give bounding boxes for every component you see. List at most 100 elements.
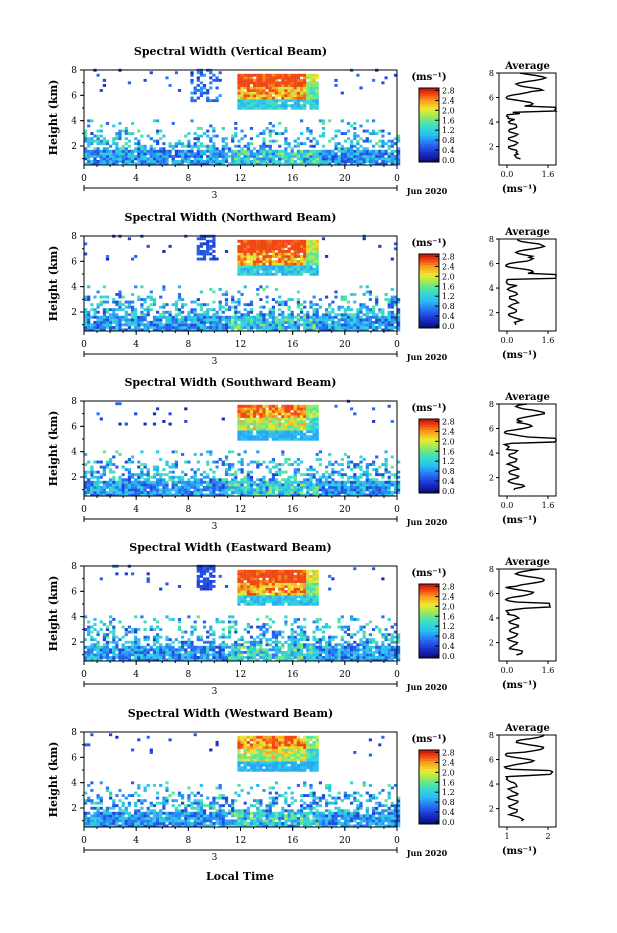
heatmap-cell bbox=[216, 147, 219, 150]
heatmap-cell bbox=[313, 491, 316, 494]
heatmap-cell bbox=[237, 483, 240, 486]
heatmap-cell bbox=[309, 242, 312, 245]
heatmap-cell bbox=[147, 580, 150, 583]
heatmap-cell bbox=[125, 653, 128, 656]
heatmap-cell bbox=[181, 323, 184, 326]
heatmap-cell bbox=[206, 99, 209, 102]
heatmap-cell bbox=[100, 150, 103, 153]
heatmap-cell bbox=[353, 321, 356, 324]
heatmap-cell bbox=[131, 653, 134, 656]
heatmap-cell bbox=[259, 285, 262, 288]
heatmap-cell bbox=[144, 486, 147, 489]
heatmap-cell bbox=[219, 155, 222, 158]
heatmap-cell bbox=[87, 626, 90, 629]
heatmap-cell bbox=[197, 468, 200, 471]
heatmap-cell bbox=[341, 318, 344, 321]
heatmap-cell bbox=[250, 488, 253, 491]
heatmap-cell bbox=[244, 135, 247, 138]
heatmap-cell bbox=[140, 653, 143, 656]
heatmap-cell bbox=[381, 157, 384, 160]
heatmap-cell bbox=[115, 145, 118, 148]
heatmap-cell bbox=[137, 145, 140, 148]
heatmap-cell bbox=[391, 142, 394, 145]
heatmap-cell bbox=[203, 580, 206, 583]
heatmap-cell bbox=[194, 476, 197, 479]
heatmap-cell bbox=[206, 567, 209, 570]
heatmap-cell bbox=[194, 87, 197, 90]
heatmap-cell bbox=[306, 87, 309, 90]
heatmap-cell bbox=[190, 641, 193, 644]
heatmap-cell bbox=[90, 132, 93, 135]
heatmap-cell bbox=[381, 135, 384, 138]
heatmap-cell bbox=[350, 321, 353, 324]
heatmap-cell bbox=[275, 150, 278, 153]
heatmap-cell bbox=[97, 461, 100, 464]
heatmap-cell bbox=[369, 150, 372, 153]
heatmap-cell bbox=[237, 240, 240, 243]
heatmap-cell bbox=[162, 316, 165, 319]
heatmap-cell bbox=[303, 321, 306, 324]
heatmap-cell bbox=[294, 250, 297, 253]
heatmap-cell bbox=[269, 132, 272, 135]
heatmap-cell bbox=[190, 481, 193, 484]
heatmap-cell bbox=[237, 260, 240, 263]
heatmap-cell bbox=[162, 285, 165, 288]
heatmap-cell bbox=[203, 253, 206, 256]
heatmap-cell bbox=[350, 152, 353, 155]
heatmap-cell bbox=[250, 79, 253, 82]
heatmap-cell bbox=[222, 478, 225, 481]
heatmap-cell bbox=[203, 488, 206, 491]
heatmap-cell bbox=[256, 433, 259, 436]
heatmap-cell bbox=[118, 303, 121, 306]
heatmap-cell bbox=[234, 122, 237, 125]
heatmap-cell bbox=[206, 450, 209, 453]
heatmap-cell bbox=[269, 428, 272, 431]
heatmap-cell bbox=[250, 321, 253, 324]
heatmap-cell bbox=[237, 585, 240, 588]
heatmap-cell bbox=[97, 316, 100, 319]
heatmap-cell bbox=[309, 150, 312, 153]
heatmap-cell bbox=[169, 311, 172, 314]
heatmap-cell bbox=[300, 491, 303, 494]
heatmap-cell bbox=[363, 491, 366, 494]
heatmap-cell bbox=[241, 130, 244, 133]
heatmap-cell bbox=[244, 412, 247, 415]
heatmap-cell bbox=[128, 483, 131, 486]
heatmap-cell bbox=[316, 240, 319, 243]
heatmap-cell bbox=[269, 433, 272, 436]
heatmap-cell bbox=[269, 76, 272, 79]
heatmap-cell bbox=[278, 240, 281, 243]
x-tick-label: 8 bbox=[185, 340, 191, 350]
heatmap-cell bbox=[303, 425, 306, 428]
heatmap-cell bbox=[159, 130, 162, 133]
heatmap-cell bbox=[306, 425, 309, 428]
heatmap-cell bbox=[175, 145, 178, 148]
heatmap-cell bbox=[187, 638, 190, 641]
heatmap-cell bbox=[369, 463, 372, 466]
heatmap-cell bbox=[150, 155, 153, 158]
heatmap-cell bbox=[131, 456, 134, 459]
heatmap-cell bbox=[237, 595, 240, 598]
heatmap-cell bbox=[272, 247, 275, 250]
colorbar-swatch bbox=[419, 453, 439, 456]
heatmap-cell bbox=[388, 478, 391, 481]
heatmap-cell bbox=[256, 160, 259, 163]
heatmap-cell bbox=[313, 407, 316, 410]
heatmap-cell bbox=[147, 643, 150, 646]
heatmap-cell bbox=[206, 157, 209, 160]
heatmap-cell bbox=[125, 628, 128, 631]
heatmap-cell bbox=[259, 240, 262, 243]
colorbar: 0.00.40.81.21.62.02.42.8(ms⁻¹) bbox=[411, 72, 454, 165]
heatmap-cell bbox=[115, 150, 118, 153]
heatmap-cell bbox=[253, 273, 256, 276]
heatmap-cell bbox=[266, 301, 269, 304]
heatmap-cell bbox=[347, 308, 350, 311]
heatmap-cell bbox=[122, 147, 125, 150]
heatmap-cell bbox=[90, 471, 93, 474]
heatmap-cell bbox=[140, 303, 143, 306]
colorbar-swatch bbox=[419, 477, 439, 480]
heatmap-cell bbox=[294, 407, 297, 410]
heatmap-cell bbox=[181, 656, 184, 659]
heatmap-cell bbox=[275, 273, 278, 276]
